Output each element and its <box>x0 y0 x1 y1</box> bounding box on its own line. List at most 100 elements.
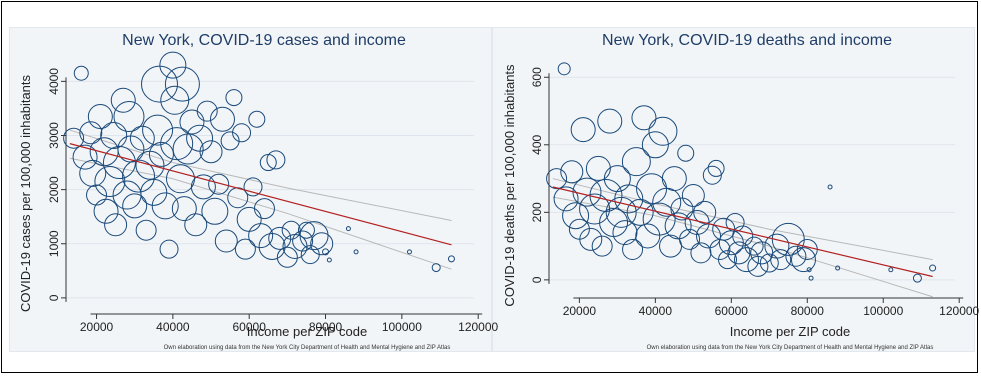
scatter-point <box>122 159 156 193</box>
scatter-point <box>164 66 200 102</box>
chart-1: New York, COVID-19 cases and income 0 1000… <box>18 32 499 351</box>
scatter-point <box>888 267 894 273</box>
scatter-point <box>141 65 179 103</box>
scatter-point <box>179 109 205 135</box>
x-tick-label: 100000 <box>382 320 422 334</box>
scatter-point <box>635 223 661 249</box>
scatter-point <box>196 100 218 122</box>
scatter-point <box>79 159 107 187</box>
chart-title: New York, COVID-19 cases and income <box>122 32 406 49</box>
scatter-point <box>732 225 754 247</box>
y-tick-label: 400 <box>530 134 544 154</box>
scatter-point <box>236 206 262 232</box>
scatter-point <box>184 213 208 237</box>
scatter-point <box>764 233 790 259</box>
scatter-point <box>447 255 455 263</box>
scatter-point <box>79 121 103 145</box>
scatter-point <box>725 212 745 232</box>
y-tick-label: 200 <box>530 202 544 222</box>
scatter-point <box>113 101 145 133</box>
y-tick-label: 4000 <box>47 68 61 95</box>
scatter-point <box>579 193 611 225</box>
x-tick-label: 120000 <box>939 304 979 318</box>
scatter-point <box>225 89 243 107</box>
scatter-point <box>220 131 240 151</box>
scatter-point <box>835 265 841 271</box>
scatter-point <box>199 140 223 164</box>
chart-2: New York, COVID-19 deaths and income 0 200… <box>502 32 979 351</box>
x-tick-label: 60000 <box>233 320 267 334</box>
scatter-point <box>214 229 238 253</box>
scatter-point <box>243 177 263 197</box>
scatter-point <box>72 144 98 170</box>
x-tick-label: 20000 <box>563 304 597 318</box>
y-axis-label: COVID-19 cases per 100,000 inhabitants <box>18 74 33 312</box>
scatter-point <box>560 160 584 184</box>
scatter-point <box>310 232 334 256</box>
y-tick-label: 600 <box>530 67 544 87</box>
scatter-point <box>808 275 814 281</box>
scatter-point <box>641 131 669 159</box>
scatter-point <box>151 192 179 220</box>
scatter-point <box>148 141 174 167</box>
scatter-point <box>626 198 654 226</box>
scatter-point <box>790 247 816 273</box>
scatter-point <box>253 198 275 220</box>
x-tick-label: 20000 <box>80 320 114 334</box>
scatter-point <box>585 155 611 181</box>
scatter-point <box>785 245 807 267</box>
fit-line <box>552 186 933 278</box>
scatter-point <box>929 264 937 272</box>
scatter-point <box>622 238 644 260</box>
scatter-point <box>406 249 412 255</box>
scatter-point <box>353 249 359 255</box>
scatter-point <box>681 183 705 207</box>
scatter-point <box>570 117 596 143</box>
scatter-point <box>605 196 637 228</box>
scatter-point <box>759 253 779 273</box>
scatter-point <box>122 193 148 219</box>
scatter-point <box>190 174 216 200</box>
scatter-point <box>744 236 764 256</box>
ci-lower-line <box>552 196 933 298</box>
scatter-point <box>734 247 760 273</box>
scatter-point <box>93 198 119 224</box>
ci-upper-line <box>69 129 452 221</box>
scatter-point <box>727 241 751 265</box>
scatter-point <box>248 110 266 128</box>
source-note: Own elaboration using data from the New … <box>647 345 934 351</box>
scatter-point <box>546 168 568 190</box>
y-tick-label: 1000 <box>47 230 61 257</box>
scatter-point <box>612 220 638 246</box>
scatter-point <box>281 220 301 240</box>
scatter-point <box>208 173 230 195</box>
scatter-point <box>431 263 441 273</box>
scatter-point <box>707 159 725 177</box>
scatter-point <box>299 221 329 251</box>
scatter-point <box>276 246 298 268</box>
scatter-point <box>322 248 330 256</box>
scatter-point <box>160 85 190 115</box>
x-axis-label: Income per ZIP code <box>730 324 850 339</box>
y-tick-label: 2000 <box>47 176 61 203</box>
scatter-point <box>562 202 590 230</box>
scatter-point <box>73 65 89 81</box>
scatter-point <box>89 137 119 167</box>
scatter-point <box>258 232 286 260</box>
scatter-point <box>614 184 644 214</box>
scatter-point <box>297 221 315 239</box>
x-tick-label: 80000 <box>791 304 825 318</box>
scatter-point <box>94 166 126 197</box>
scatter-point <box>201 197 229 225</box>
scatter-point <box>129 125 155 151</box>
scatter-point <box>266 150 286 170</box>
scatter-point <box>326 257 332 263</box>
scatter-point <box>159 239 179 259</box>
scatter-point <box>209 106 235 132</box>
x-tick-label: 100000 <box>863 304 903 318</box>
scatter-point <box>140 178 168 206</box>
scatter-point <box>702 165 722 185</box>
scatter-point <box>557 62 571 76</box>
scatter-point <box>806 267 812 273</box>
scatter-point <box>159 51 187 79</box>
